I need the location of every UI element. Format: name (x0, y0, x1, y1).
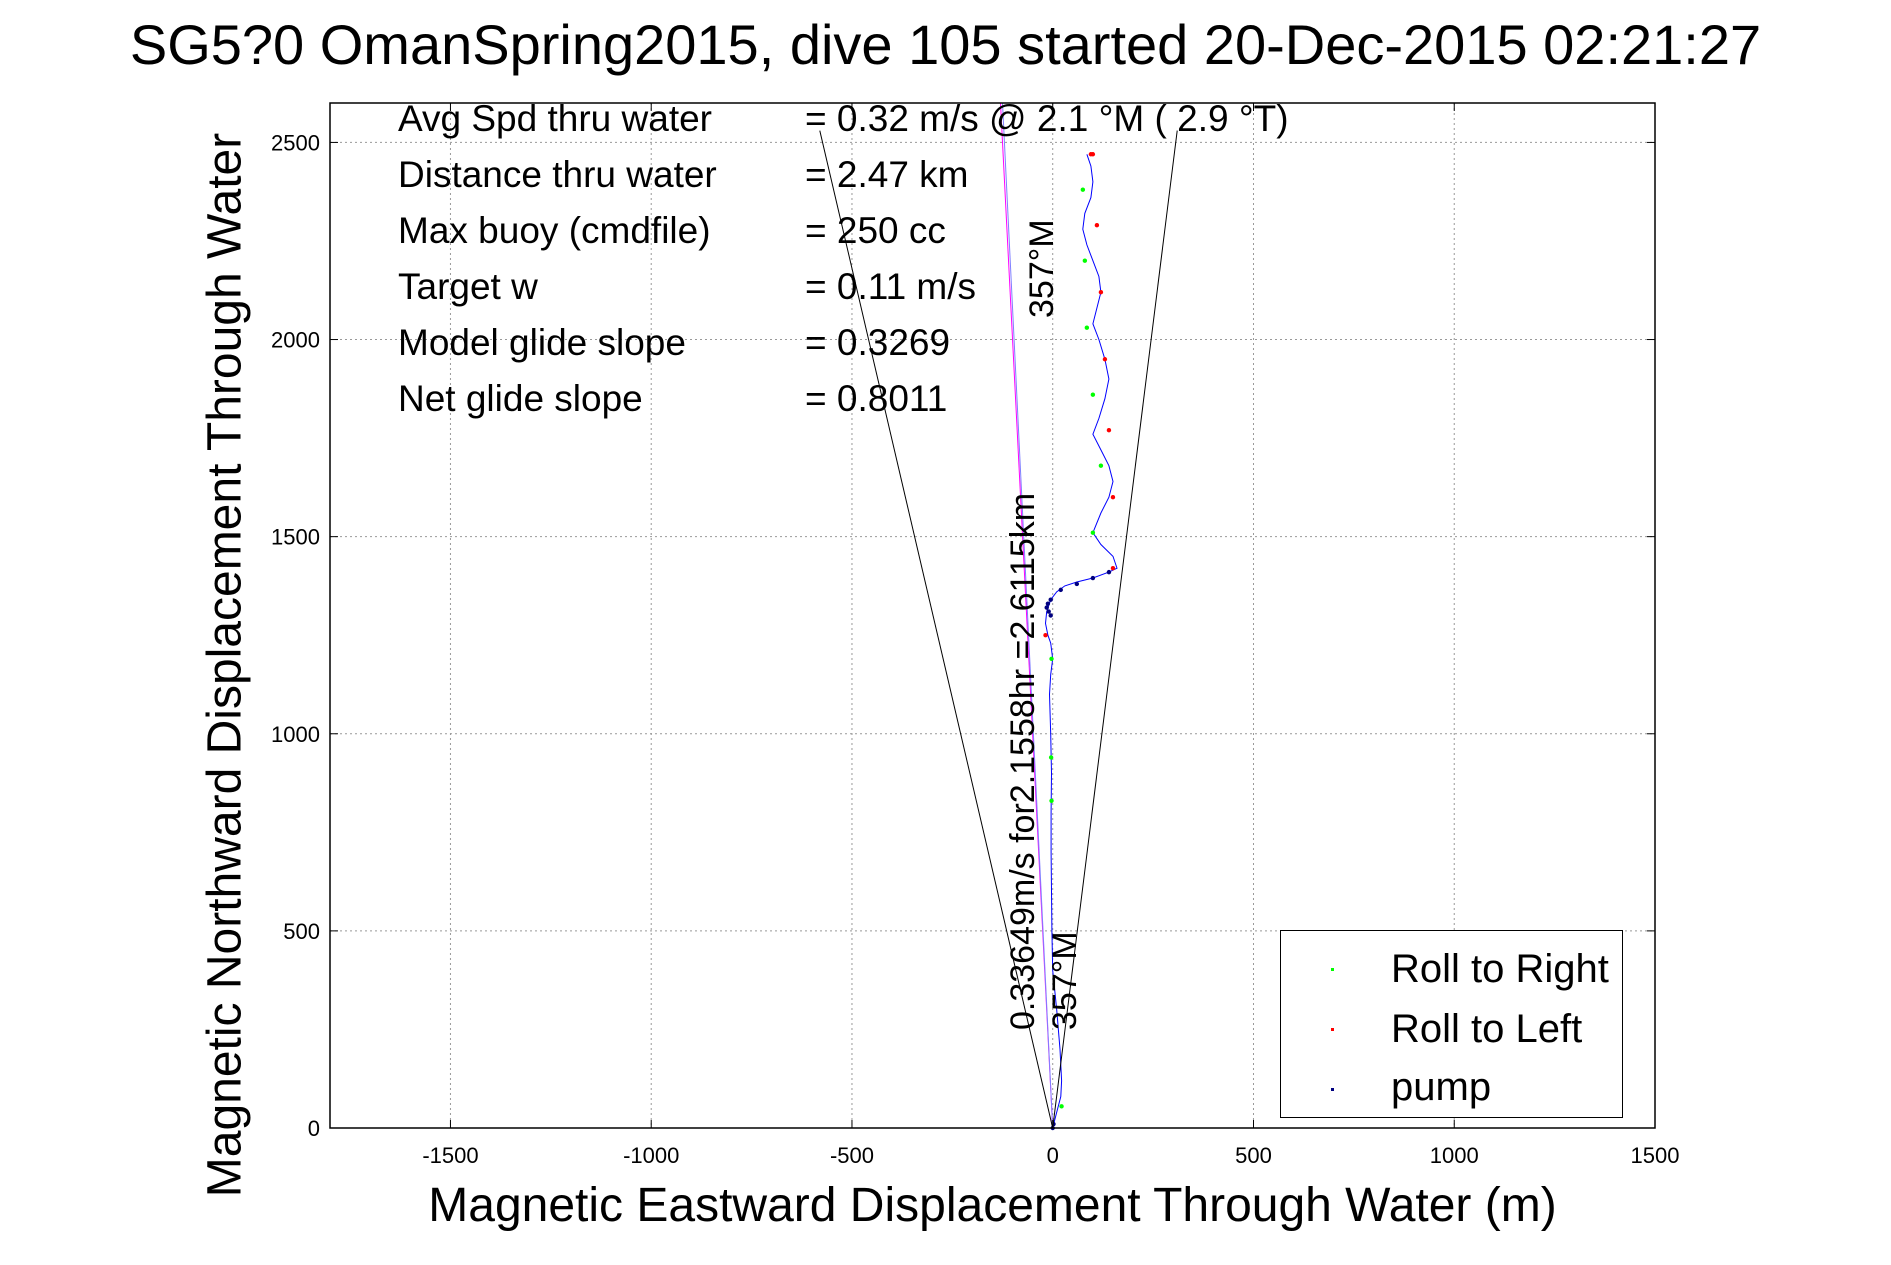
roll-to-right-point (1049, 656, 1054, 662)
x-tick-label: -500 (830, 1143, 874, 1168)
annotation-label: Net glide slope (398, 378, 643, 419)
y-tick-label: 2000 (271, 328, 320, 353)
roll-to-right-point (1098, 463, 1104, 468)
ticks: -1500 -1000 -500 0 500 1000 1500 0 500 1000 1500 20… (271, 103, 1679, 1168)
legend-label-roll-left: Roll to Left (1391, 1007, 1583, 1051)
x-tick-label: 500 (1235, 1143, 1272, 1168)
annotation-value: = 0.11 m/s (805, 266, 977, 307)
current-label: 0.33649m/s for2.1558hr =2.6115km (1004, 492, 1042, 1030)
y-tick-label: 2500 (271, 130, 320, 155)
legend-marker-pump (1331, 1088, 1334, 1091)
annotation-value: = 250 cc (805, 210, 946, 251)
pump-point (1048, 597, 1053, 602)
roll-to-left-point (1110, 495, 1116, 500)
y-tick-label: 1500 (271, 525, 320, 550)
y-tick-label: 500 (283, 919, 320, 944)
x-tick-label: 1000 (1430, 1143, 1479, 1168)
annotation-value: = 0.3269 (805, 322, 951, 363)
roll-to-right-point (1048, 755, 1054, 760)
annotation-label: Distance thru water (398, 154, 717, 195)
pump-point (1074, 581, 1080, 587)
heading-label-bottom: 357°M (1046, 931, 1084, 1030)
series-layer (819, 102, 1178, 1131)
pump-point (1058, 587, 1063, 593)
x-tick-label: -1000 (623, 1143, 679, 1168)
roll-to-left-point (1102, 357, 1108, 362)
roll-to-left-point (1094, 223, 1100, 228)
roll-to-right-point (1090, 392, 1096, 397)
roll-to-left-point (1088, 152, 1094, 157)
roll-to-right-point (1059, 1104, 1064, 1109)
legend: Roll to Right Roll to Left pump (1280, 930, 1623, 1118)
legend-label-pump: pump (1391, 1065, 1492, 1109)
legend-marker-roll-left (1331, 1028, 1334, 1031)
pump-point (1106, 569, 1112, 575)
x-tick-label: -1500 (422, 1143, 478, 1168)
roll-to-left-point (1098, 290, 1104, 295)
annotation-value: = 0.32 m/s @ 2.1 °M ( 2.9 °T) (805, 98, 1289, 139)
roll-to-right-point (1049, 798, 1054, 803)
x-tick-label: 1500 (1631, 1143, 1680, 1168)
pump-point (1046, 609, 1051, 614)
x-axis-label: Magnetic Eastward Displacement Through W… (428, 1179, 1557, 1232)
roll-to-right-point (1090, 530, 1096, 535)
annotation-label: Max buoy (cmdfile) (398, 210, 711, 251)
cone-right-line (1052, 130, 1178, 1129)
chart-title: SG5?0 OmanSpring2015, dive 105 started 2… (129, 13, 1762, 76)
roll-to-left-point (1110, 565, 1116, 571)
roll-to-right-point (1084, 325, 1090, 330)
roll-to-left-point (1106, 428, 1112, 433)
roll-to-right-point (1082, 258, 1088, 263)
annotation-label: Target w (398, 266, 538, 307)
heading-label-top: 357°M (1023, 219, 1061, 318)
pump-point (1048, 613, 1053, 618)
pump-point (1044, 605, 1049, 610)
annotation-label: Model glide slope (398, 322, 686, 363)
legend-marker-roll-right (1331, 968, 1334, 971)
cone-left-line (819, 130, 1054, 1129)
annotation-value: = 0.8011 (805, 378, 948, 419)
x-tick-label: 0 (1047, 1143, 1059, 1168)
annotation-label: Avg Spd thru water (398, 98, 712, 139)
y-axis-label: Magnetic Northward Displacement Through … (198, 132, 252, 1198)
y-tick-label: 0 (308, 1116, 320, 1141)
legend-label-roll-right: Roll to Right (1391, 947, 1609, 991)
pump-point (1090, 575, 1096, 581)
axes-frame (329, 102, 1656, 1129)
annotation-value: = 2.47 km (805, 154, 969, 195)
y-tick-label: 1000 (271, 722, 320, 747)
pump-point (1045, 601, 1051, 606)
current-line-line (1002, 102, 1054, 1129)
roll-to-left-point (1043, 633, 1048, 638)
roll-to-right-point (1080, 187, 1086, 192)
